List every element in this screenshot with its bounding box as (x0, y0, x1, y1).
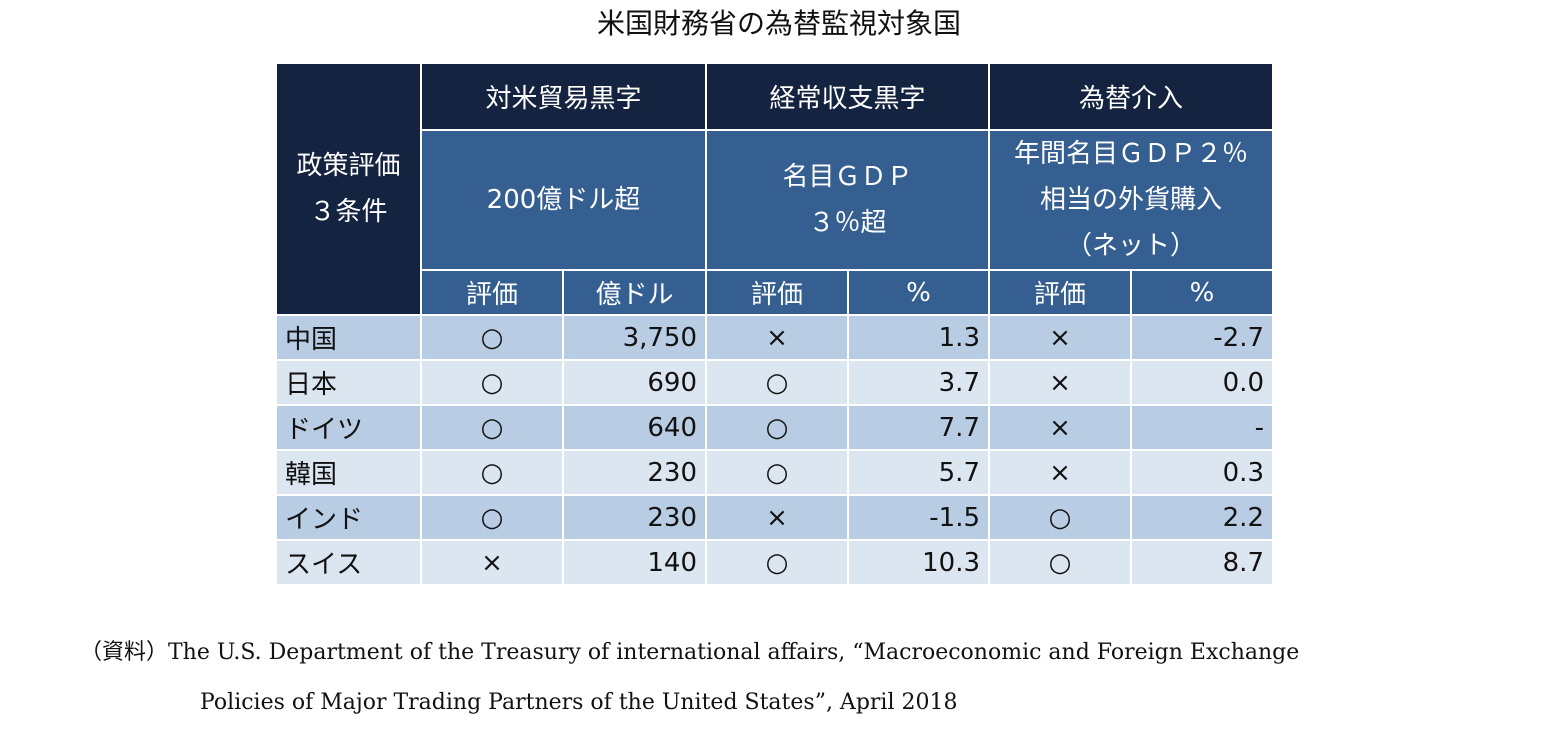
source-line: Policies of Major Trading Partners of th… (200, 690, 958, 715)
cell: ○ (705, 359, 849, 406)
cell: 0.0 (1130, 359, 1274, 406)
cell: ○ (420, 494, 564, 541)
data-row: スイス × 140 ○ 10.3 ○ 8.7 (275, 539, 1274, 586)
subheader: 評価 (420, 269, 564, 316)
cell: ○ (420, 314, 564, 361)
country: 中国 (275, 314, 422, 361)
cell: 1.3 (847, 314, 990, 361)
cell-line: ３％超 (808, 208, 887, 238)
cell: 2.2 (1130, 494, 1274, 541)
data-row: 中国 ○ 3,750 × 1.3 × -2.7 (275, 314, 1274, 361)
cell-line: （ネット） (1065, 231, 1196, 261)
cell: 3.7 (847, 359, 990, 406)
cell: 640 (562, 404, 707, 451)
cell: × (988, 314, 1132, 361)
subheader: 評価 (705, 269, 849, 316)
cell: ○ (705, 449, 849, 496)
criterion-header: 年間名目ＧＤＰ２％ 相当の外貨購入 （ネット） (988, 129, 1274, 271)
subheader: 評価 (988, 269, 1132, 316)
country: スイス (275, 539, 422, 586)
title: 米国財務省の為替監視対象国 (596, 7, 961, 40)
cell-line: 相当の外貨購入 (1039, 185, 1222, 215)
subheader-row: 評価 億ドル 評価% 評価% (276, 269, 1274, 316)
cell: -2.7 (1130, 314, 1274, 361)
cell: × (988, 449, 1132, 496)
data-row: 韓国 ○ 230 ○ 5.7 × 0.3 (275, 449, 1274, 496)
cell: ○ (705, 404, 849, 451)
cell: 690 (562, 359, 707, 406)
corner-header: 政策評価 ３条件 (275, 62, 422, 316)
cell: × (988, 359, 1132, 406)
subheader: % (1130, 269, 1274, 316)
country: インド (275, 494, 422, 541)
cell: 140 (562, 539, 707, 586)
cell: ○ (988, 539, 1132, 586)
cell: ○ (988, 494, 1132, 541)
cell: 10.3 (847, 539, 990, 586)
cell-line: 年間名目ＧＤＰ２％ (1013, 139, 1248, 169)
source-line: （資料）The U.S. Department of the Treasury … (80, 640, 1300, 665)
cell-line: 名目ＧＤＰ (782, 162, 913, 192)
criterion-header: 200億ドル超 (420, 129, 707, 271)
cell: × (420, 539, 564, 586)
cell: ○ (420, 359, 564, 406)
cell: × (705, 494, 849, 541)
cell: × (705, 314, 849, 361)
subheader: 億ドル (562, 269, 707, 316)
cell: 7.7 (847, 404, 990, 451)
cell: 230 (562, 494, 707, 541)
data-row: ドイツ ○ 640 ○ 7.7 × - (275, 404, 1274, 451)
cell: 8.7 (1130, 539, 1274, 586)
country: 日本 (275, 359, 422, 406)
group-header: 対米貿易黒字 (420, 62, 707, 131)
group-header: 経常収支黒字 (705, 62, 990, 131)
subheader: % (847, 269, 990, 316)
data-row: インド ○ 230 × -1.5 ○ 2.2 (275, 494, 1274, 541)
cell: - (1130, 404, 1274, 451)
criterion-header: 名目ＧＤＰ ３％超 (705, 129, 990, 271)
cell: 230 (562, 449, 707, 496)
cell: ○ (420, 449, 564, 496)
data-row: 日本 ○ 690 ○ 3.7 × 0.0 (275, 359, 1274, 406)
cell-line: ３条件 (309, 197, 388, 227)
country: 韓国 (275, 449, 422, 496)
cell: 3,750 (562, 314, 707, 361)
cell: ○ (705, 539, 849, 586)
cell: 5.7 (847, 449, 990, 496)
group-header: 為替介入 (988, 62, 1274, 131)
cell: × (988, 404, 1132, 451)
cell: 0.3 (1130, 449, 1274, 496)
table: 政策評価 ３条件 対米貿易黒字 経常収支黒字 為替介入 200億ドル超 名目ＧＤＰ ３％超 年間… (275, 62, 1274, 586)
criterion-row: 200億ドル超 名目ＧＤＰ ３％超 年間名目ＧＤＰ２％ 相当の外貨購入 （ネット） (276, 129, 1274, 271)
cell: ○ (420, 404, 564, 451)
cell-line: 政策評価 (296, 151, 401, 181)
country: ドイツ (275, 404, 422, 451)
table-body: 政策評価 ３条件 対米貿易黒字 経常収支黒字 為替介入 200億ドル超 名目ＧＤＰ ３％超 年間… (275, 62, 1274, 586)
cell: -1.5 (847, 494, 990, 541)
cell-line: 200億ドル超 (486, 185, 641, 215)
header-row: 政策評価 ３条件 対米貿易黒字 経常収支黒字 為替介入 (275, 62, 1274, 316)
